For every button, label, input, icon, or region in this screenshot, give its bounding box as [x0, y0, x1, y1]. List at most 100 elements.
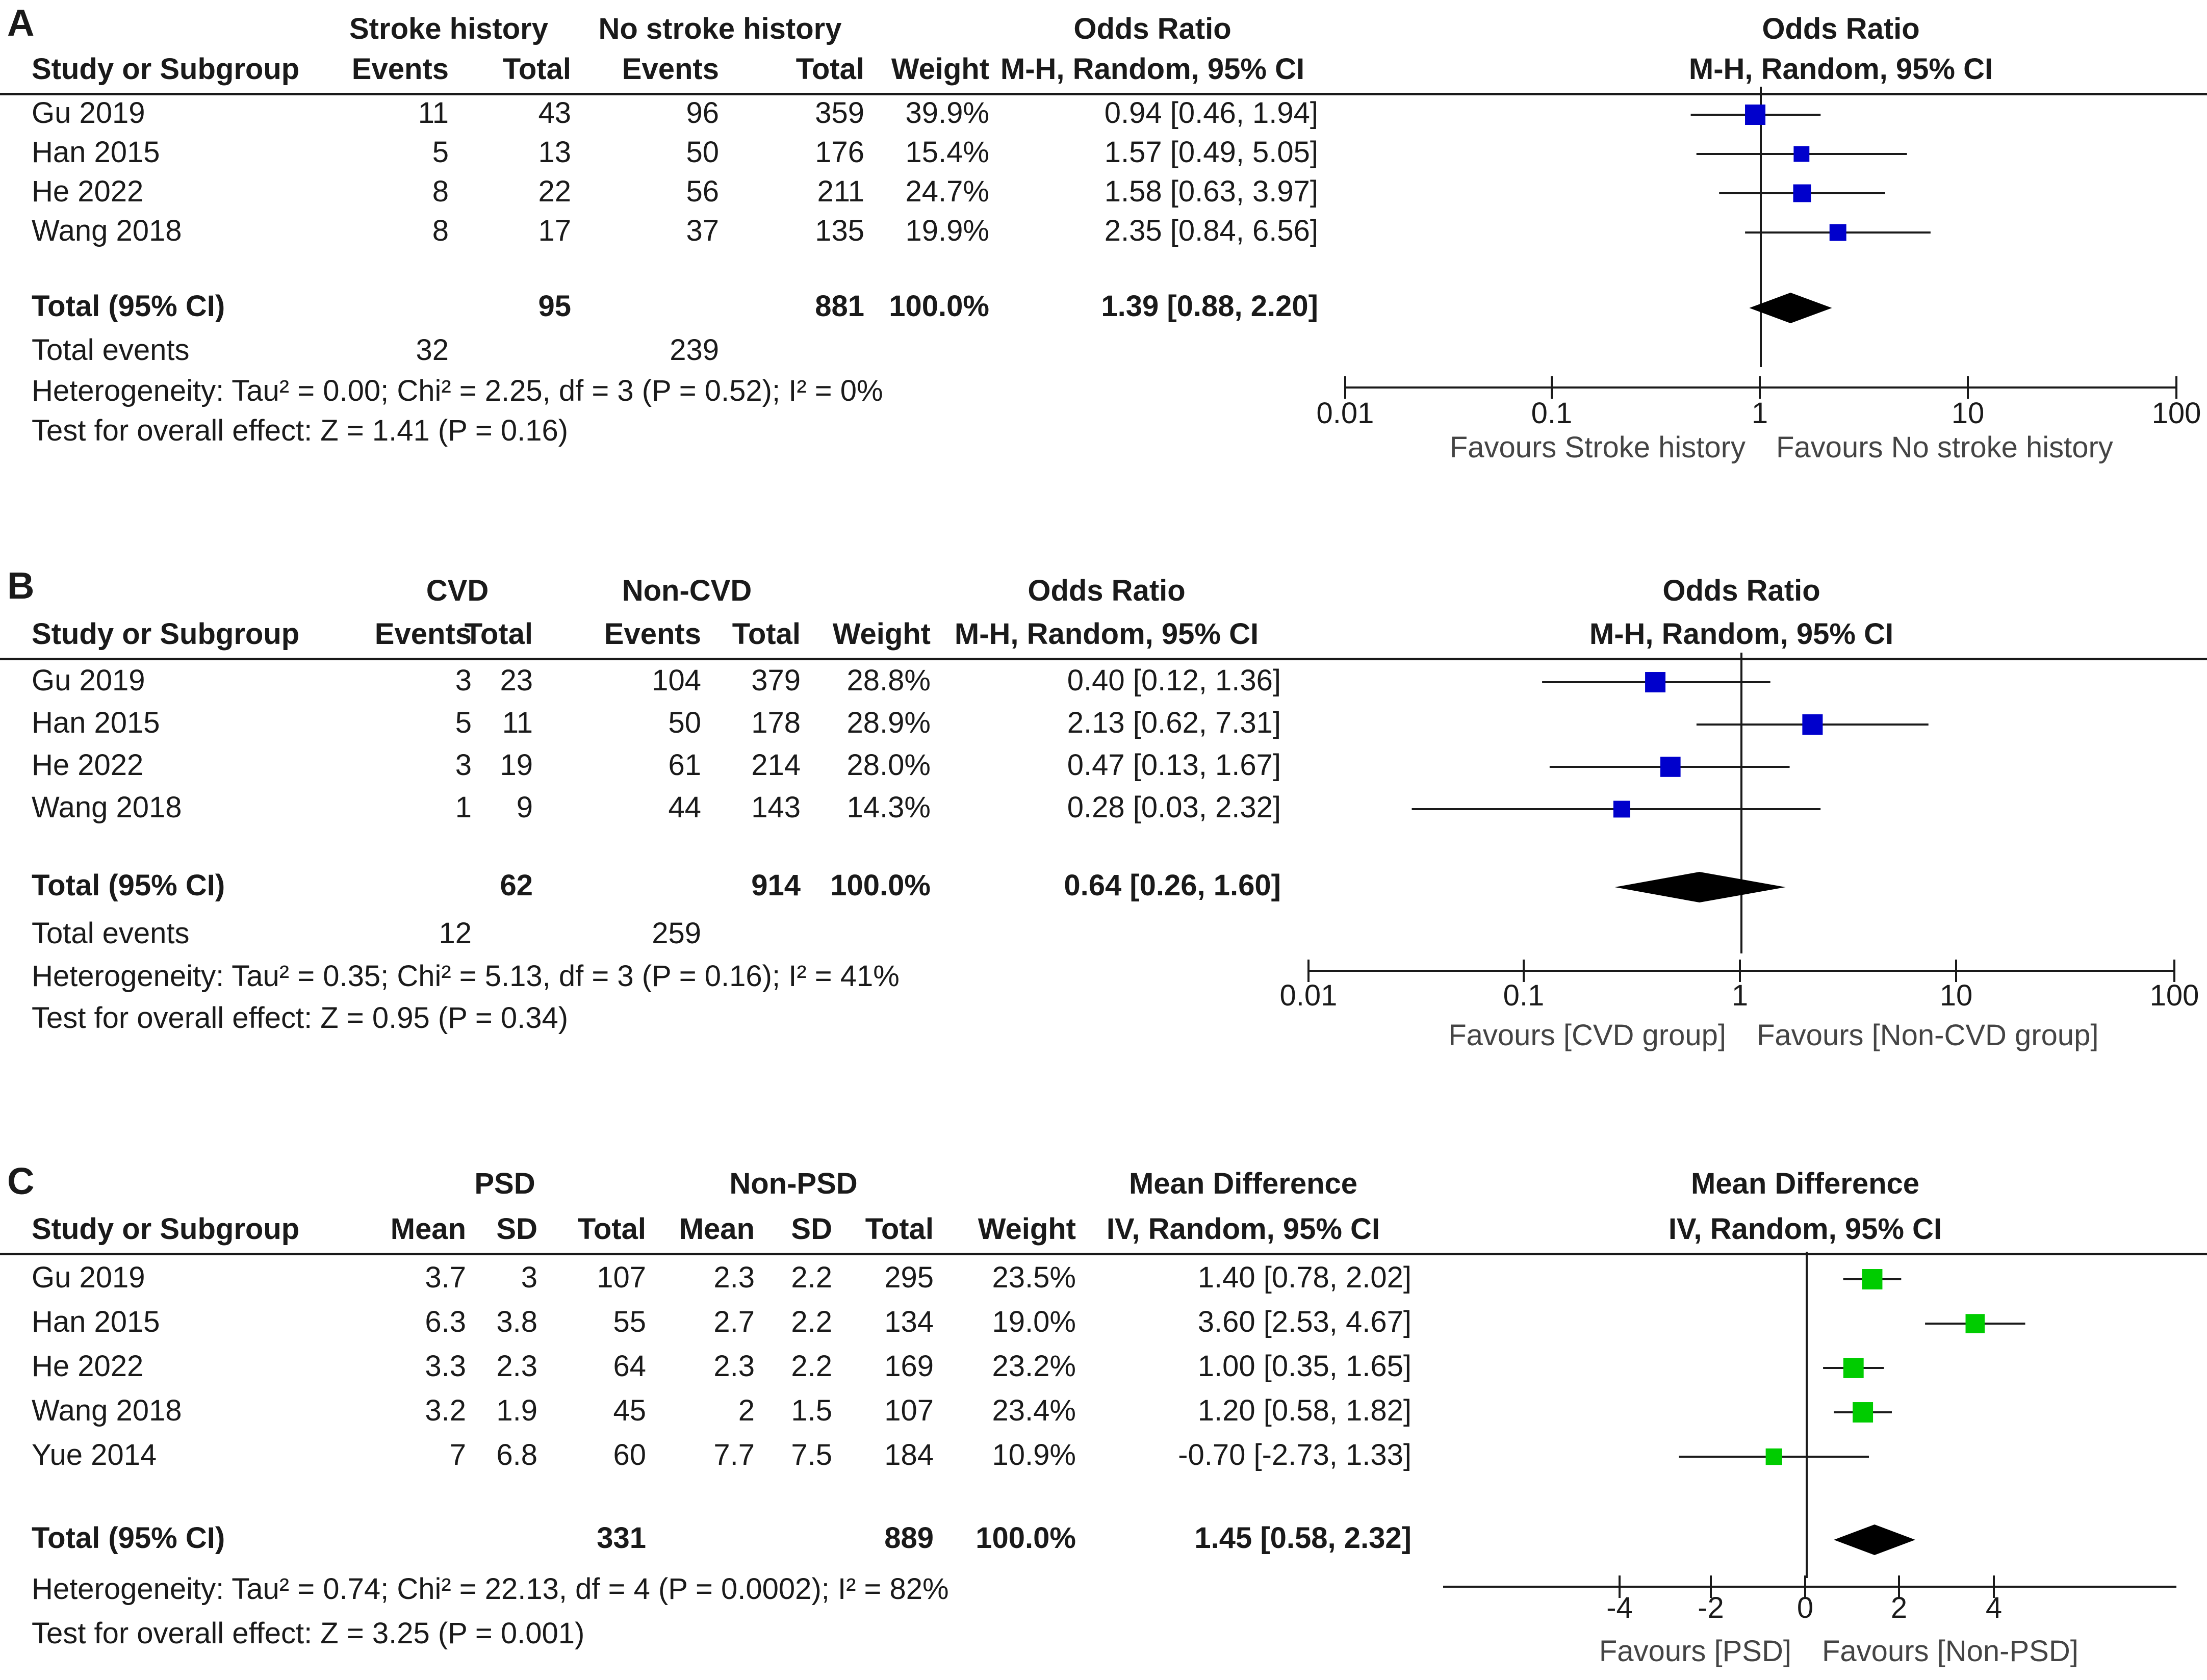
favours-left-label: Favours Stroke history — [1450, 431, 1746, 464]
overall-effect-test: Test for overall effect: Z = 1.41 (P = 0… — [32, 414, 569, 447]
group1-cell: 5 — [455, 706, 472, 739]
weight-cell: 19.0% — [992, 1305, 1076, 1338]
study-name: Gu 2019 — [32, 1261, 145, 1294]
group1-cell: 8 — [432, 175, 449, 208]
group2-total-events: 259 — [652, 917, 701, 950]
effect-header-plot: Odds Ratio — [1662, 574, 1820, 607]
effect-ci-cell: 3.60 [2.53, 4.67] — [1197, 1305, 1412, 1338]
weight-column-header: Weight — [832, 617, 931, 651]
study-name: He 2022 — [32, 1350, 144, 1383]
x-tick-label: 0.1 — [1503, 979, 1545, 1012]
overall-effect-test: Test for overall effect: Z = 0.95 (P = 0… — [32, 1001, 569, 1035]
group1-cell: 3 — [455, 664, 472, 697]
effect-ci-cell: 1.00 [0.35, 1.65] — [1197, 1350, 1412, 1383]
x-tick-label: 0.01 — [1280, 979, 1338, 1012]
group2-cell: 50 — [668, 706, 701, 739]
study-column-header: Study or Subgroup — [32, 1212, 300, 1246]
study-point-estimate — [1862, 1269, 1883, 1289]
group2-cell: 1.5 — [791, 1394, 832, 1427]
header-rule — [0, 93, 2207, 95]
total-weight: 100.0% — [889, 290, 989, 323]
study-point-estimate — [1793, 146, 1810, 162]
group2-cell: 61 — [668, 748, 701, 782]
study-point-estimate — [1660, 757, 1681, 777]
effect-header-left: Odds Ratio — [1073, 12, 1231, 45]
group1-cell: 22 — [538, 175, 571, 208]
group2-col-header: Total — [865, 1212, 934, 1246]
group1-col-header: Total — [464, 617, 533, 651]
study-name: Wang 2018 — [32, 214, 182, 247]
group1-cell: 6.3 — [425, 1305, 466, 1338]
forest-panel-c: C PSD Non-PSD Mean Difference Mean Differenc… — [0, 1106, 2207, 1680]
group1-cell: 60 — [613, 1438, 646, 1471]
weight-cell: 10.9% — [992, 1438, 1076, 1471]
forest-plot-b: 0.01 0.1 1 10 100 Favours [CVD group] Favours … — [1280, 653, 2199, 1052]
panel-label: B — [7, 564, 35, 607]
group2-cell: 56 — [686, 175, 719, 208]
weight-cell: 23.4% — [992, 1394, 1076, 1427]
effect-ci-cell: 1.20 [0.58, 1.82] — [1197, 1394, 1412, 1427]
group1-cell: 3 — [521, 1261, 537, 1294]
group2-cell: 2.2 — [791, 1261, 832, 1294]
x-tick-label: 100 — [2152, 397, 2201, 430]
group2-cell: 107 — [884, 1394, 934, 1427]
group2-header: Non-CVD — [622, 574, 752, 607]
group1-cell: 9 — [516, 791, 533, 824]
heterogeneity-stats: Heterogeneity: Tau² = 0.74; Chi² = 22.13… — [32, 1572, 949, 1606]
group1-header: CVD — [426, 574, 489, 607]
study-name: He 2022 — [32, 748, 144, 782]
study-column-header: Study or Subgroup — [32, 617, 300, 651]
effect-ci-cell: 0.47 [0.13, 1.67] — [1067, 748, 1281, 782]
total-label: Total (95% CI) — [32, 1521, 225, 1555]
weight-cell: 23.5% — [992, 1261, 1076, 1294]
group2-total: 881 — [815, 290, 864, 323]
weight-cell: 19.9% — [905, 214, 989, 247]
group2-cell: 184 — [884, 1438, 934, 1471]
group2-cell: 214 — [751, 748, 801, 782]
group2-cell: 2.3 — [713, 1350, 755, 1383]
x-tick-label: 0.01 — [1317, 397, 1374, 430]
weight-cell: 24.7% — [905, 175, 989, 208]
study-name: Han 2015 — [32, 706, 160, 739]
overall-effect-test: Test for overall effect: Z = 3.25 (P = 0… — [32, 1617, 585, 1650]
group1-col-header: Mean — [390, 1212, 466, 1246]
group1-total: 95 — [538, 290, 571, 323]
pooled-effect-diamond — [1749, 293, 1832, 323]
group2-cell: 169 — [884, 1350, 934, 1383]
study-name: Yue 2014 — [32, 1438, 157, 1471]
study-name: Gu 2019 — [32, 96, 145, 130]
study-point-estimate — [1802, 714, 1823, 735]
group1-cell: 7 — [449, 1438, 466, 1471]
study-name: He 2022 — [32, 175, 144, 208]
group2-col-header: SD — [791, 1212, 832, 1246]
method-header-plot: M-H, Random, 95% CI — [1688, 53, 1993, 86]
group2-cell: 37 — [686, 214, 719, 247]
group1-cell: 6.8 — [496, 1438, 537, 1471]
method-header-left: M-H, Random, 95% CI — [1000, 53, 1305, 86]
effect-header-left: Odds Ratio — [1028, 574, 1186, 607]
group1-cell: 3.3 — [425, 1350, 466, 1383]
group1-total-events: 12 — [439, 917, 472, 950]
favours-left-label: Favours [PSD] — [1599, 1635, 1791, 1668]
total-weight: 100.0% — [976, 1521, 1076, 1555]
group1-cell: 13 — [538, 136, 571, 169]
favours-left-label: Favours [CVD group] — [1448, 1019, 1726, 1052]
effect-header-plot: Mean Difference — [1690, 1167, 1920, 1200]
x-tick-label: 1 — [1752, 397, 1768, 430]
effect-header-left: Mean Difference — [1128, 1167, 1358, 1200]
study-point-estimate — [1853, 1402, 1874, 1423]
study-name: Gu 2019 — [32, 664, 145, 697]
group2-total: 889 — [884, 1521, 934, 1555]
effect-ci-cell: -0.70 [-2.73, 1.33] — [1178, 1438, 1412, 1471]
study-name: Wang 2018 — [32, 791, 182, 824]
method-header-plot: IV, Random, 95% CI — [1668, 1212, 1942, 1246]
weight-cell: 15.4% — [905, 136, 989, 169]
group2-cell: 295 — [884, 1261, 934, 1294]
group2-cell: 211 — [817, 175, 864, 208]
x-tick-label: 10 — [1940, 979, 1973, 1012]
weight-column-header: Weight — [978, 1212, 1076, 1246]
group1-cell: 3.7 — [425, 1261, 466, 1294]
group2-cell: 2.7 — [713, 1305, 755, 1338]
study-point-estimate — [1965, 1314, 1985, 1333]
group2-cell: 7.5 — [791, 1438, 832, 1471]
